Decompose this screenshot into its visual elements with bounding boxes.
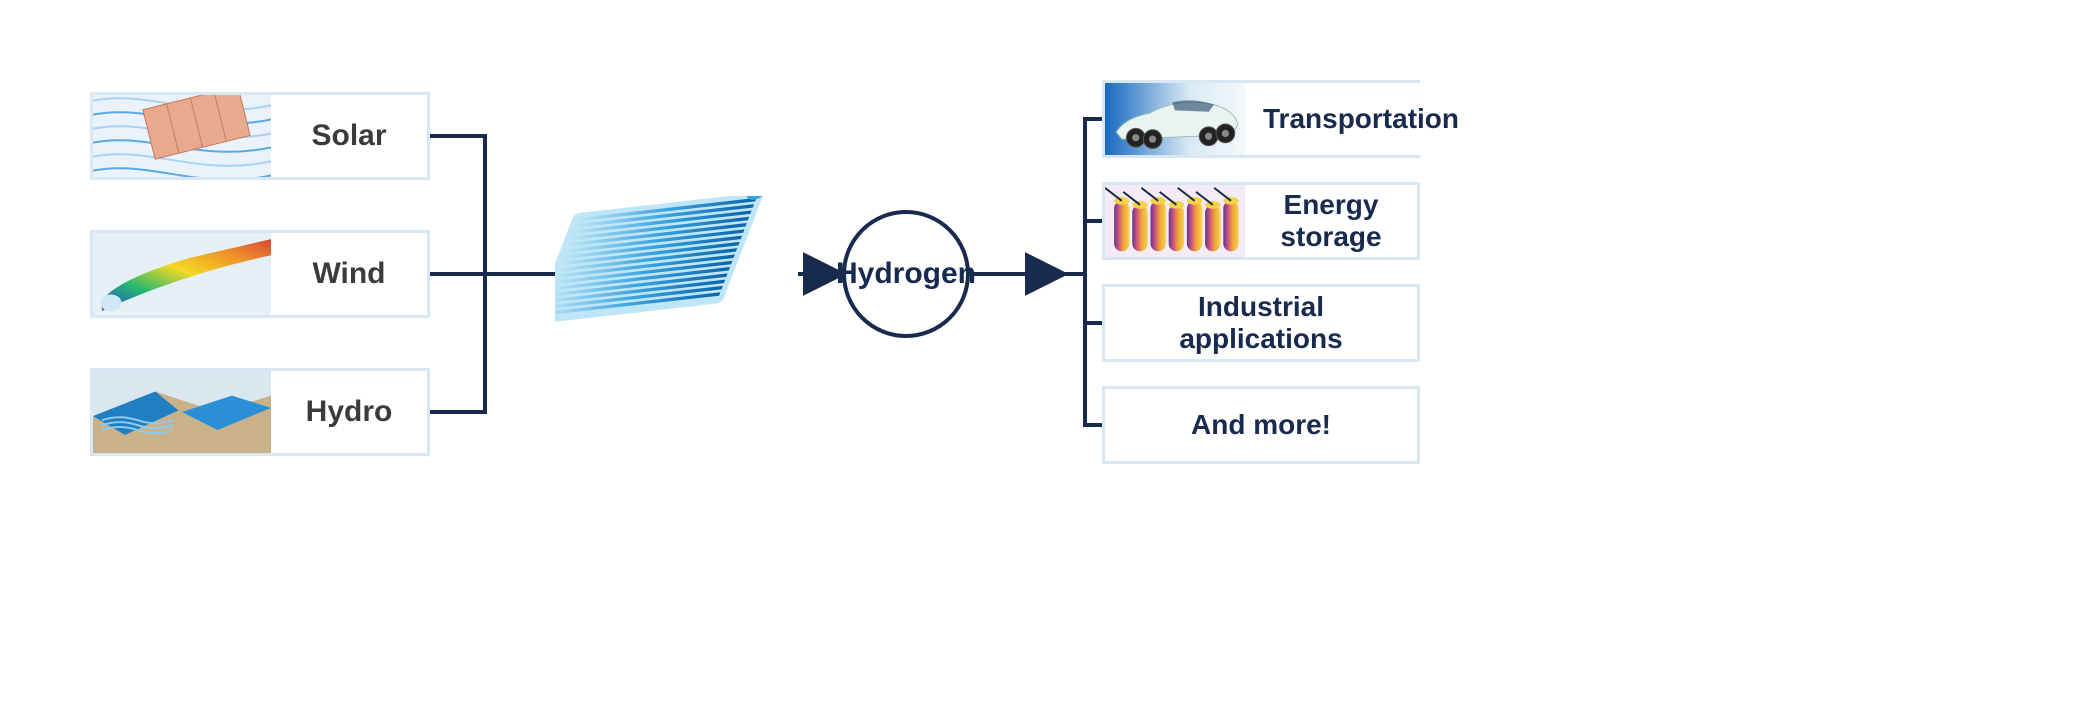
input-node-hydro: Hydro <box>90 368 430 456</box>
storage-thumbnail <box>1105 185 1245 257</box>
output-node-industrial: Industrial applications <box>1102 284 1420 362</box>
transport-label: Transportation <box>1245 83 1477 155</box>
more-label: And more! <box>1105 389 1417 461</box>
hydrogen-label: Hydrogen <box>836 257 976 291</box>
output-node-transport: Transportation <box>1102 80 1420 158</box>
wind-thumbnail <box>93 233 271 315</box>
hydro-thumbnail <box>93 371 271 453</box>
hydro-label: Hydro <box>271 371 427 453</box>
output-node-storage: Energy storage <box>1102 182 1420 260</box>
input-node-wind: Wind <box>90 230 430 318</box>
wind-label: Wind <box>271 233 427 315</box>
input-node-solar: Solar <box>90 92 430 180</box>
output-node-more: And more! <box>1102 386 1420 464</box>
transport-thumbnail <box>1105 83 1245 155</box>
solar-label: Solar <box>271 95 427 177</box>
hydrogen-node: Hydrogen <box>842 210 970 338</box>
electrolyzer-plate <box>555 196 795 371</box>
industrial-label: Industrial applications <box>1105 287 1417 359</box>
storage-label: Energy storage <box>1245 185 1417 257</box>
solar-thumbnail <box>93 95 271 177</box>
